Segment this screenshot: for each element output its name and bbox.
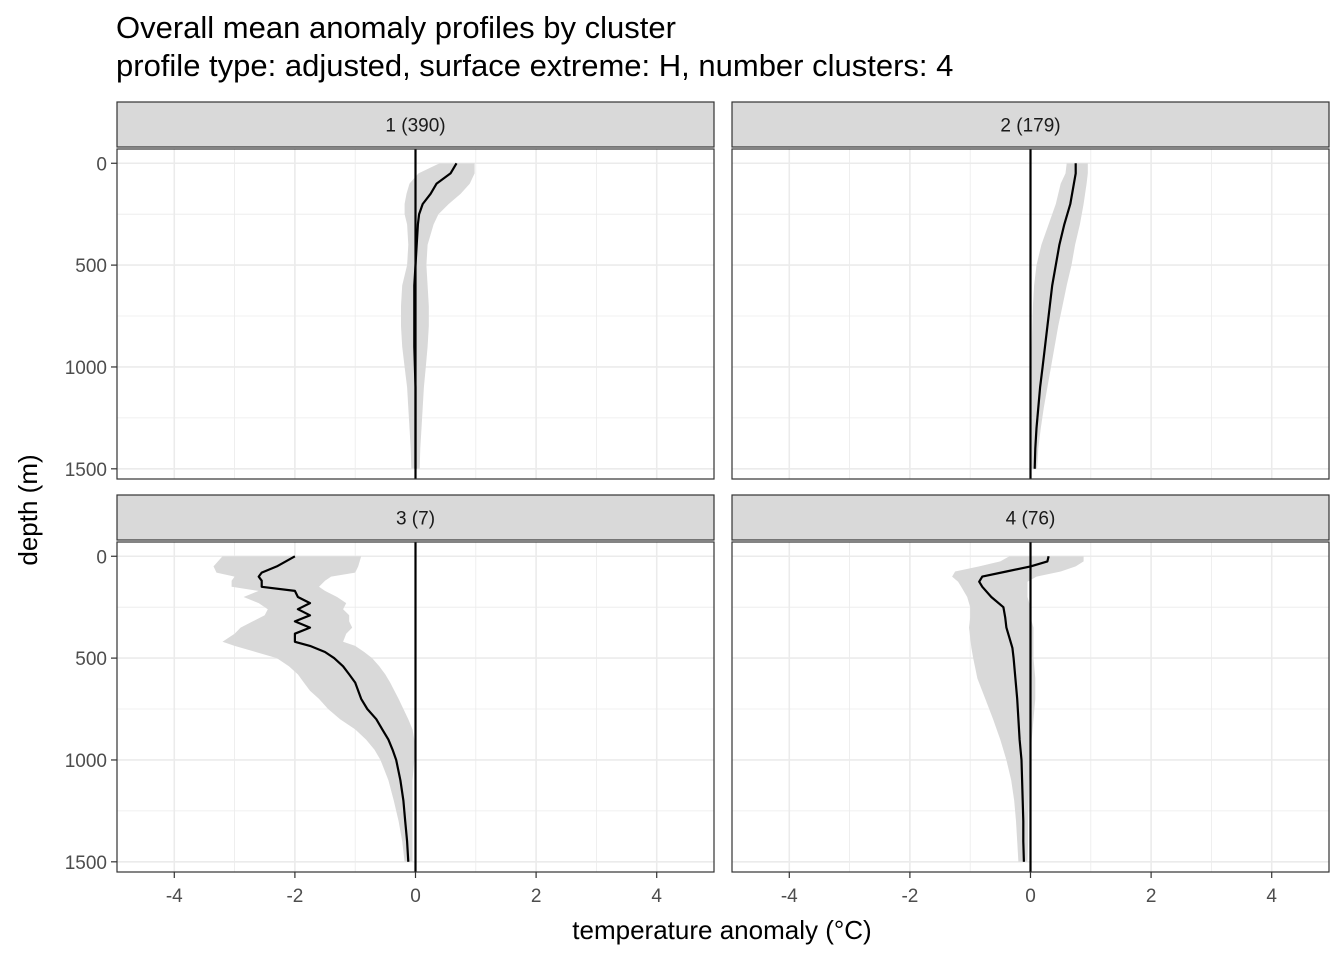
x-tick-label: 4 bbox=[1266, 886, 1277, 907]
profile-ribbon bbox=[213, 556, 416, 862]
x-tick-label: -4 bbox=[166, 886, 183, 907]
x-tick-label: 2 bbox=[1146, 886, 1157, 907]
x-tick-label: -2 bbox=[286, 886, 303, 907]
y-tick-label: 1500 bbox=[65, 460, 107, 481]
y-tick-label: 500 bbox=[75, 256, 107, 277]
panel-1: 1 (390) 0 500 1000 1500 bbox=[65, 101, 715, 481]
panel-strip bbox=[116, 494, 715, 541]
y-tick-label: 500 bbox=[75, 649, 107, 670]
x-tick-label: 2 bbox=[531, 886, 542, 907]
panel-strip-label: 3 (7) bbox=[396, 509, 435, 530]
panel-strip-label: 4 (76) bbox=[1006, 509, 1056, 530]
x-tick-label: 4 bbox=[651, 886, 662, 907]
x-axis-title: temperature anomaly (°C) bbox=[572, 915, 871, 945]
panel-strip-label: 2 (179) bbox=[1000, 116, 1060, 137]
profile-ribbon bbox=[1031, 163, 1088, 469]
panel-4: 4 (76) -4 -2 0 2 4 bbox=[731, 494, 1330, 907]
mean-profile-line bbox=[978, 556, 1050, 862]
y-tick-label: 1500 bbox=[65, 853, 107, 874]
y-tick-label: 0 bbox=[96, 547, 107, 568]
panel-strip-label: 1 (390) bbox=[385, 116, 445, 137]
y-axis-title: depth (m) bbox=[13, 454, 43, 565]
panel-strip bbox=[731, 101, 1330, 148]
panel-strip bbox=[116, 101, 715, 148]
chart-title: Overall mean anomaly profiles by cluster bbox=[116, 10, 676, 45]
mean-profile-line bbox=[257, 555, 410, 862]
y-tick-label: 1000 bbox=[65, 358, 107, 379]
profile-ribbon bbox=[401, 163, 475, 469]
panel-3: 3 (7) 0 500 1000 1500 -4 -2 0 2 4 bbox=[65, 494, 715, 907]
chart-subtitle: profile type: adjusted, surface extreme:… bbox=[116, 48, 954, 83]
x-tick-label: -2 bbox=[901, 886, 918, 907]
x-tick-label: 0 bbox=[410, 886, 421, 907]
y-tick-label: 1000 bbox=[65, 751, 107, 772]
panel-strip bbox=[731, 494, 1330, 541]
x-tick-label: 0 bbox=[1025, 886, 1036, 907]
x-tick-label: -4 bbox=[781, 886, 798, 907]
panel-border bbox=[116, 148, 715, 480]
panel-2: 2 (179) bbox=[731, 101, 1330, 480]
y-tick-label: 0 bbox=[96, 154, 107, 175]
mean-profile-line bbox=[1033, 163, 1077, 469]
mean-profile-line bbox=[413, 162, 458, 469]
panel-border bbox=[731, 148, 1330, 480]
